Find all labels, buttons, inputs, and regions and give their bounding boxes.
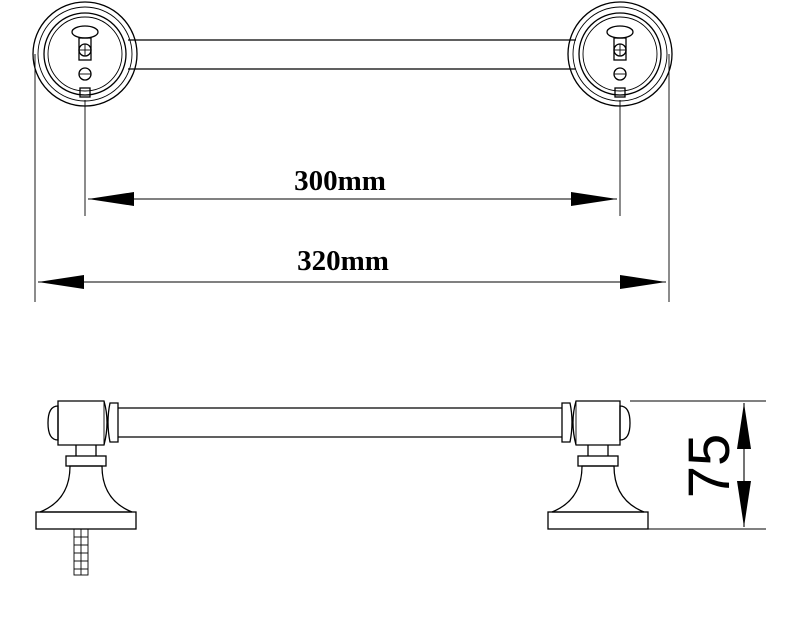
label-300mm: 300mm — [294, 165, 386, 197]
dim-arrow-down-icon — [737, 481, 751, 527]
dimension-75: 75 — [630, 400, 766, 530]
dim-arrow-up-icon — [737, 403, 751, 449]
left-bracket — [35, 400, 137, 576]
dim-arrow-right-icon — [620, 275, 666, 289]
label-75: 75 — [677, 434, 742, 499]
left-mounting-rosette — [32, 1, 138, 107]
extension-lines — [34, 54, 670, 302]
wall-anchor-icon — [73, 528, 89, 576]
dimension-320mm: 320mm — [38, 245, 666, 289]
top-view-bar — [128, 39, 576, 70]
dim-arrow-left-icon — [38, 275, 84, 289]
right-bracket — [547, 400, 649, 530]
top-view: 300mm 320mm — [32, 1, 673, 302]
right-mounting-rosette — [567, 1, 673, 107]
label-320mm: 320mm — [297, 245, 389, 277]
dim-arrow-right-icon — [571, 192, 617, 206]
dimension-300mm: 300mm — [88, 165, 617, 206]
front-view: 75 — [35, 400, 766, 576]
front-view-bar — [118, 407, 562, 438]
dim-arrow-left-icon — [88, 192, 134, 206]
